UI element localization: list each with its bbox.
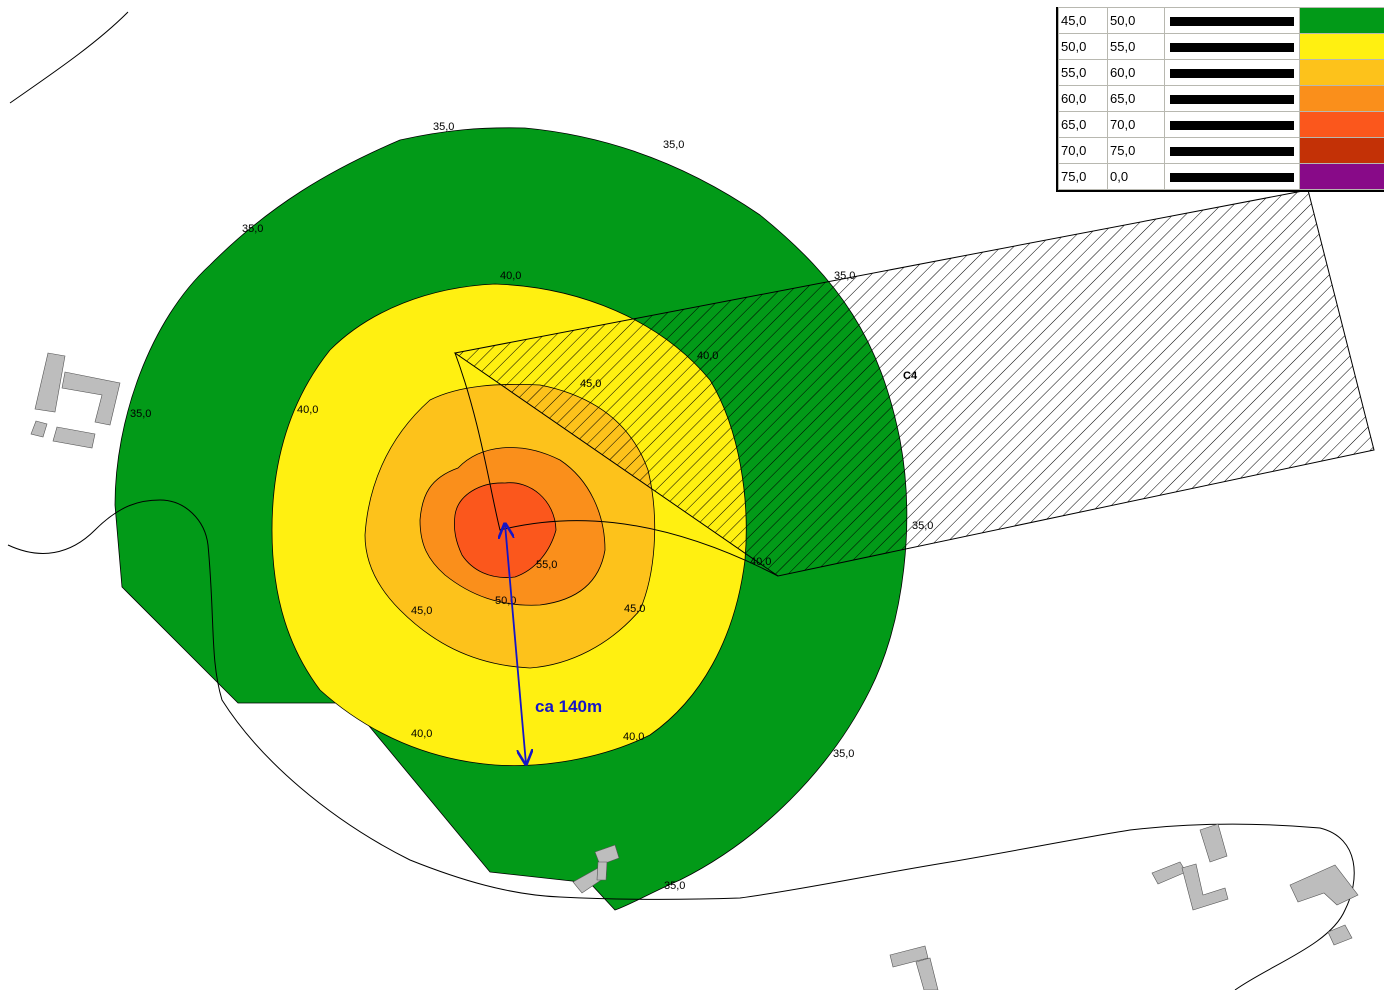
legend-line-style (1164, 137, 1300, 164)
legend-to-value: 0,0 (1107, 163, 1165, 190)
legend-from-value: 55,0 (1058, 59, 1108, 86)
distance-arrow (505, 524, 526, 764)
legend-to-value: 70,0 (1107, 111, 1165, 138)
legend-to-value: 50,0 (1107, 7, 1165, 34)
legend-from-value: 60,0 (1058, 85, 1108, 112)
distance-annotation: ca 140m (535, 697, 602, 716)
legend-line-style (1164, 111, 1300, 138)
legend-line-sample (1170, 43, 1294, 53)
legend-line-sample (1170, 147, 1294, 157)
legend-row: 50,0 55,0 (1058, 33, 1384, 60)
legend-to-value: 55,0 (1107, 33, 1165, 60)
legend-row: 55,0 60,0 (1058, 59, 1384, 86)
legend-color-swatch (1299, 59, 1384, 86)
contour-label: 35,0 (664, 880, 685, 892)
road-line (9, 11, 129, 104)
contour-label: 45,0 (411, 605, 432, 617)
legend-to-value: 75,0 (1107, 137, 1165, 164)
legend-line-sample (1170, 95, 1294, 105)
legend-to-value: 60,0 (1107, 59, 1165, 86)
contour-labels: 35,0 35,0 35,0 35,0 35,0 35,0 35,0 35,0 … (130, 121, 933, 892)
legend-line-style (1164, 85, 1300, 112)
legend-line-style (1164, 163, 1300, 190)
legend-from-value: 75,0 (1058, 163, 1108, 190)
legend-to-value: 65,0 (1107, 85, 1165, 112)
road-line (7, 499, 1355, 990)
legend-row: 45,0 50,0 (1058, 7, 1384, 34)
contour-label: 40,0 (697, 350, 718, 362)
legend-color-swatch (1299, 7, 1384, 34)
contour-label: 35,0 (833, 748, 854, 760)
contour-label: 40,0 (500, 270, 521, 282)
legend-line-style (1164, 33, 1300, 60)
legend-line-sample (1170, 69, 1294, 79)
contour-label: 35,0 (433, 121, 454, 133)
legend-line-sample (1170, 17, 1294, 27)
contour-label: 35,0 (663, 139, 684, 151)
legend-line-style (1164, 59, 1300, 86)
legend-row: 70,0 75,0 (1058, 137, 1384, 164)
contour-label: 35,0 (834, 270, 855, 282)
legend-color-swatch (1299, 33, 1384, 60)
area-c4 (453, 189, 1375, 577)
legend-row: 75,0 0,0 (1058, 163, 1384, 190)
contour-label: 40,0 (750, 556, 771, 568)
area-label: C4 (903, 370, 918, 382)
legend-line-sample (1170, 173, 1294, 183)
legend-color-swatch (1299, 137, 1384, 164)
legend-line-sample (1170, 121, 1294, 131)
legend-color-swatch (1299, 85, 1384, 112)
contour-label: 45,0 (580, 378, 601, 390)
legend-line-style (1164, 7, 1300, 34)
legend-from-value: 50,0 (1058, 33, 1108, 60)
legend-row: 60,0 65,0 (1058, 85, 1384, 112)
legend-row: 65,0 70,0 (1058, 111, 1384, 138)
legend-color-swatch (1299, 111, 1384, 138)
buildings (30, 352, 1359, 990)
contour-label: 35,0 (242, 223, 263, 235)
contour-label: 40,0 (411, 728, 432, 740)
legend-color-swatch (1299, 163, 1384, 190)
legend-from-value: 45,0 (1058, 7, 1108, 34)
legend-panel: 45,0 50,0 50,0 55,0 55,0 60,0 60,0 65,0 65,0 70,0… (1056, 7, 1384, 192)
contour-label: 40,0 (297, 404, 318, 416)
contour-label: 45,0 (624, 603, 645, 615)
legend-from-value: 65,0 (1058, 111, 1108, 138)
contour-label: 55,0 (536, 559, 557, 571)
contour-label: 35,0 (912, 520, 933, 532)
contour-label: 40,0 (623, 731, 644, 743)
contour-label: 50,0 (495, 595, 516, 607)
contour-label: 35,0 (130, 408, 151, 420)
legend-from-value: 70,0 (1058, 137, 1108, 164)
